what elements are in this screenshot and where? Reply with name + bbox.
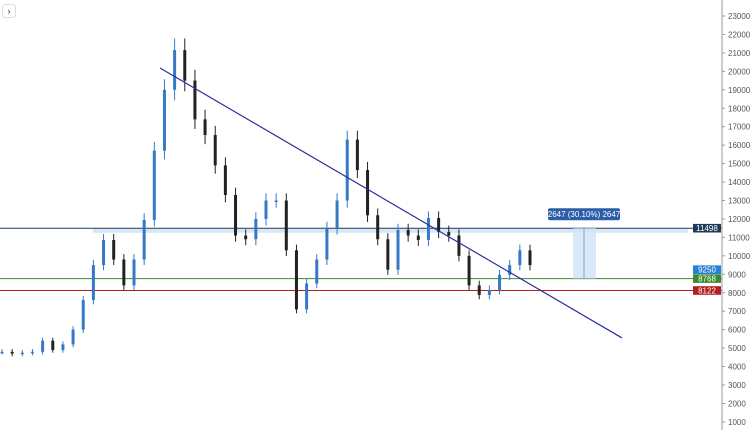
y-tick-label: 10000	[728, 252, 750, 261]
candle-body	[213, 135, 217, 166]
candle-body	[487, 289, 491, 295]
y-tick-label: 2000	[728, 399, 746, 408]
candle-body	[254, 218, 258, 240]
price-label: 8122	[698, 286, 716, 295]
y-tick-label: 5000	[728, 344, 746, 353]
candle-body	[406, 230, 410, 236]
candle-body	[122, 259, 126, 286]
candle-body	[61, 344, 65, 350]
candle-body	[0, 351, 4, 354]
candle-body	[376, 215, 380, 240]
y-tick-label: 6000	[728, 326, 746, 335]
candle-body	[81, 300, 85, 330]
candle-body	[305, 283, 309, 310]
candle-body	[71, 329, 75, 345]
y-tick-label: 16000	[728, 141, 750, 150]
y-tick-label: 7000	[728, 307, 746, 316]
y-tick-label: 13000	[728, 197, 750, 206]
y-tick-label: 17000	[728, 123, 750, 132]
candle-body	[264, 200, 268, 219]
candle-body	[41, 340, 45, 352]
trendline	[159, 67, 623, 339]
candle-body	[102, 239, 106, 266]
candle-body	[284, 200, 288, 251]
y-tick-label: 22000	[728, 30, 750, 39]
candle-body	[325, 228, 329, 260]
candle-body	[477, 285, 481, 295]
candle-body	[142, 219, 146, 260]
candle-body	[183, 50, 187, 81]
candle-body	[416, 235, 420, 240]
y-tick-label: 1000	[728, 418, 746, 427]
y-tick-label: 14000	[728, 178, 750, 187]
y-tick-label: 21000	[728, 49, 750, 58]
candle-body	[112, 239, 116, 260]
candle-body	[152, 150, 156, 220]
price-label-bg	[693, 286, 721, 295]
price-label-bg	[693, 223, 721, 233]
candle-body	[20, 352, 24, 355]
y-tick-label: 23000	[728, 12, 750, 21]
candle-body	[10, 351, 14, 354]
y-tick-label: 20000	[728, 67, 750, 76]
y-tick-label: 18000	[728, 104, 750, 113]
candle-body	[467, 255, 471, 286]
candle-body	[315, 259, 319, 284]
candle-body	[203, 119, 207, 136]
candle-body	[396, 230, 400, 270]
candle-body	[30, 351, 34, 354]
candle-body	[335, 200, 339, 229]
candle-body	[355, 139, 359, 171]
candle-body	[498, 274, 502, 290]
candle-body	[274, 200, 278, 202]
price-label: 9250	[698, 265, 716, 274]
candle-body	[91, 265, 95, 301]
y-tick-label: 3000	[728, 381, 746, 390]
candle-body	[193, 80, 197, 120]
y-tick-label: 11000	[728, 233, 750, 242]
candle-body	[437, 218, 441, 232]
candle-body	[234, 194, 238, 236]
candle-body	[173, 50, 177, 90]
measure-label: 2647 (30.10%) 2647	[548, 210, 621, 219]
candle-body	[132, 259, 136, 286]
y-tick-label: 12000	[728, 215, 750, 224]
measure-label-bg	[548, 208, 620, 221]
candle-body	[345, 139, 349, 201]
y-tick-label: 4000	[728, 363, 746, 372]
candle-body	[447, 231, 451, 236]
price-label: 11498	[696, 224, 718, 233]
candle-body	[294, 250, 298, 310]
candle-body	[508, 265, 512, 275]
candle-body	[244, 235, 248, 240]
resistance-zone	[93, 228, 688, 233]
candle-body	[426, 218, 430, 240]
candle-body	[528, 250, 532, 266]
y-tick-label: 19000	[728, 86, 750, 95]
candle-body	[366, 170, 370, 216]
price-label-bg	[693, 274, 721, 283]
price-label-bg	[693, 265, 721, 274]
candle-body	[386, 239, 390, 270]
y-tick-label: 8000	[728, 289, 746, 298]
candle-body	[51, 340, 55, 350]
candle-body	[457, 235, 461, 256]
y-tick-label: 15000	[728, 160, 750, 169]
y-tick-label: 9000	[728, 270, 746, 279]
candle-body	[162, 89, 166, 151]
price-label: 8768	[698, 274, 716, 283]
candle-body	[518, 250, 522, 266]
candle-body	[223, 165, 227, 195]
expand-button[interactable]: ›	[2, 4, 16, 18]
